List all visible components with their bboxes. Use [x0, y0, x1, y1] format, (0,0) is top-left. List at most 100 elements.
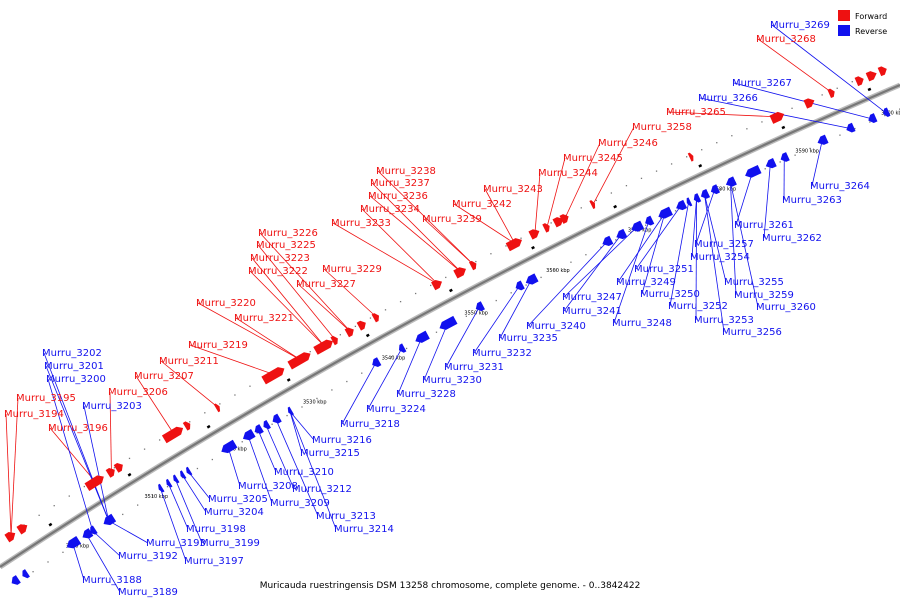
gene-label-murru-3197[interactable]: Murru_3197 — [184, 556, 244, 567]
reverse-gene[interactable] — [219, 439, 238, 456]
gene-label-murru-3263[interactable]: Murru_3263 — [782, 195, 842, 206]
reverse-gene[interactable] — [261, 419, 271, 431]
reverse-gene[interactable] — [252, 424, 264, 436]
reverse-gene[interactable] — [743, 164, 762, 180]
gene-label-murru-3192[interactable]: Murru_3192 — [118, 551, 178, 562]
forward-gene[interactable] — [182, 420, 193, 431]
gene-label-murru-3244[interactable]: Murru_3244 — [538, 168, 598, 179]
gene-label-murru-3252[interactable]: Murru_3252 — [668, 301, 728, 312]
gene-label-murru-3253[interactable]: Murru_3253 — [694, 315, 754, 326]
gene-label-murru-3258[interactable]: Murru_3258 — [632, 122, 692, 133]
gene-label-murru-3242[interactable]: Murru_3242 — [452, 199, 512, 210]
reverse-gene[interactable] — [881, 107, 891, 118]
gene-label-murru-3196[interactable]: Murru_3196 — [48, 423, 108, 434]
gene-label-murru-3240[interactable]: Murru_3240 — [526, 321, 586, 332]
forward-gene[interactable] — [453, 265, 468, 279]
gene-label-murru-3239[interactable]: Murru_3239 — [422, 214, 482, 225]
gene-label-murru-3251[interactable]: Murru_3251 — [634, 264, 694, 275]
gene-label-murru-3260[interactable]: Murru_3260 — [756, 302, 816, 313]
gene-label-murru-3248[interactable]: Murru_3248 — [612, 318, 672, 329]
gene-label-murru-3215[interactable]: Murru_3215 — [300, 448, 360, 459]
gene-label-murru-3236[interactable]: Murru_3236 — [368, 191, 428, 202]
gene-label-murru-3249[interactable]: Murru_3249 — [616, 277, 676, 288]
gene-label-murru-3261[interactable]: Murru_3261 — [734, 220, 794, 231]
gene-label-murru-3189[interactable]: Murru_3189 — [118, 587, 178, 598]
forward-gene[interactable] — [261, 365, 286, 385]
forward-gene[interactable] — [589, 199, 597, 210]
forward-gene[interactable] — [542, 222, 551, 233]
reverse-gene[interactable] — [779, 152, 790, 164]
gene-label-murru-3234[interactable]: Murru_3234 — [360, 204, 420, 215]
gene-label-murru-3223[interactable]: Murru_3223 — [250, 253, 310, 264]
reverse-gene[interactable] — [164, 478, 173, 489]
gene-label-murru-3256[interactable]: Murru_3256 — [722, 327, 782, 338]
forward-gene[interactable] — [505, 236, 524, 252]
gene-label-murru-3259[interactable]: Murru_3259 — [734, 290, 794, 301]
reverse-gene[interactable] — [156, 483, 165, 494]
reverse-gene[interactable] — [101, 513, 117, 528]
reverse-gene[interactable] — [370, 357, 382, 369]
forward-gene[interactable] — [687, 152, 695, 162]
forward-gene[interactable] — [854, 75, 866, 87]
reverse-gene[interactable] — [270, 413, 282, 426]
gene-label-murru-3203[interactable]: Murru_3203 — [82, 401, 142, 412]
gene-label-murru-3255[interactable]: Murru_3255 — [724, 277, 784, 288]
forward-gene[interactable] — [552, 215, 566, 228]
gene-label-murru-3212[interactable]: Murru_3212 — [292, 484, 352, 495]
forward-gene[interactable] — [865, 69, 879, 82]
forward-gene[interactable] — [313, 337, 335, 355]
forward-gene[interactable] — [559, 212, 570, 224]
gene-label-murru-3265[interactable]: Murru_3265 — [666, 107, 726, 118]
gene-label-murru-3241[interactable]: Murru_3241 — [562, 306, 622, 317]
gene-label-murru-3267[interactable]: Murru_3267 — [732, 78, 792, 89]
gene-label-murru-3195[interactable]: Murru_3195 — [16, 393, 76, 404]
forward-gene[interactable] — [769, 110, 786, 124]
gene-label-murru-3204[interactable]: Murru_3204 — [204, 507, 264, 518]
reverse-gene[interactable] — [474, 301, 485, 313]
reverse-gene[interactable] — [614, 228, 628, 241]
forward-gene[interactable] — [287, 350, 312, 370]
gene-label-murru-3250[interactable]: Murru_3250 — [640, 289, 700, 300]
gene-label-murru-3201[interactable]: Murru_3201 — [44, 361, 104, 372]
forward-gene[interactable] — [213, 402, 222, 413]
gene-label-murru-3245[interactable]: Murru_3245 — [563, 153, 623, 164]
gene-label-murru-3198[interactable]: Murru_3198 — [186, 524, 246, 535]
reverse-gene[interactable] — [524, 273, 539, 286]
reverse-gene[interactable] — [656, 206, 673, 221]
gene-label-murru-3268[interactable]: Murru_3268 — [756, 34, 816, 45]
reverse-gene[interactable] — [241, 428, 256, 443]
gene-label-murru-3200[interactable]: Murru_3200 — [46, 374, 106, 385]
reverse-gene[interactable] — [514, 280, 525, 292]
forward-gene[interactable] — [827, 87, 836, 99]
forward-gene[interactable] — [371, 312, 382, 323]
gene-label-murru-3237[interactable]: Murru_3237 — [370, 178, 430, 189]
gene-label-murru-3208[interactable]: Murru_3208 — [238, 481, 298, 492]
reverse-gene[interactable] — [685, 197, 693, 207]
reverse-gene[interactable] — [178, 470, 187, 480]
reverse-gene[interactable] — [413, 330, 430, 346]
forward-gene[interactable] — [356, 319, 368, 331]
gene-label-murru-3219[interactable]: Murru_3219 — [188, 340, 248, 351]
reverse-gene[interactable] — [643, 215, 655, 228]
reverse-gene[interactable] — [286, 406, 294, 417]
gene-label-murru-3214[interactable]: Murru_3214 — [334, 524, 394, 535]
reverse-gene[interactable] — [64, 535, 82, 551]
gene-label-murru-3229[interactable]: Murru_3229 — [322, 264, 382, 275]
reverse-gene[interactable] — [845, 122, 856, 134]
gene-label-murru-3222[interactable]: Murru_3222 — [248, 266, 308, 277]
reverse-gene[interactable] — [724, 176, 737, 188]
gene-label-murru-3206[interactable]: Murru_3206 — [108, 387, 168, 398]
gene-label-murru-3202[interactable]: Murru_3202 — [42, 348, 102, 359]
reverse-gene[interactable] — [171, 474, 180, 485]
gene-label-murru-3213[interactable]: Murru_3213 — [316, 511, 376, 522]
reverse-gene[interactable] — [674, 199, 688, 212]
reverse-gene[interactable] — [397, 343, 407, 354]
gene-label-murru-3216[interactable]: Murru_3216 — [312, 435, 372, 446]
gene-label-murru-3228[interactable]: Murru_3228 — [396, 389, 456, 400]
forward-gene[interactable] — [528, 227, 541, 240]
gene-label-murru-3243[interactable]: Murru_3243 — [483, 184, 543, 195]
gene-label-murru-3221[interactable]: Murru_3221 — [234, 313, 294, 324]
gene-label-murru-3246[interactable]: Murru_3246 — [598, 138, 658, 149]
reverse-gene[interactable] — [600, 235, 614, 249]
gene-label-murru-3211[interactable]: Murru_3211 — [159, 356, 219, 367]
